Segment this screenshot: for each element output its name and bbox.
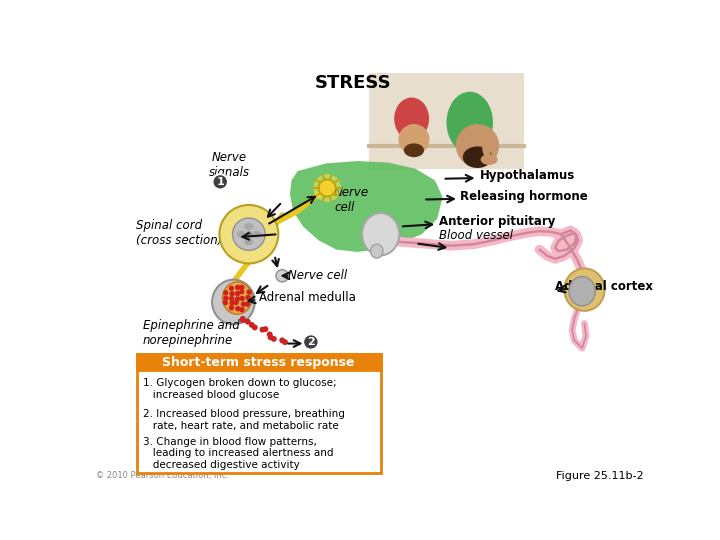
Circle shape xyxy=(229,296,235,301)
FancyBboxPatch shape xyxy=(137,354,381,370)
Text: 2. Increased blood pressure, breathing
   rate, heart rate, and metabolic rate: 2. Increased blood pressure, breathing r… xyxy=(143,409,345,430)
Circle shape xyxy=(229,305,234,310)
Circle shape xyxy=(268,334,274,340)
Text: STRESS: STRESS xyxy=(315,74,392,92)
Text: 1. Glycogen broken down to glucose;
   increased blood glucose: 1. Glycogen broken down to glucose; incr… xyxy=(143,378,336,400)
Text: Spinal cord
(cross section): Spinal cord (cross section) xyxy=(137,219,223,247)
Text: Nerve
cell: Nerve cell xyxy=(334,186,369,213)
Circle shape xyxy=(239,289,244,294)
Text: 1: 1 xyxy=(216,177,224,187)
Text: Adrenal medulla: Adrenal medulla xyxy=(259,291,356,304)
Circle shape xyxy=(252,325,258,330)
Circle shape xyxy=(212,174,228,190)
Circle shape xyxy=(223,290,228,295)
Circle shape xyxy=(233,300,239,305)
Circle shape xyxy=(246,231,252,237)
Circle shape xyxy=(271,336,276,342)
Circle shape xyxy=(263,326,269,332)
Circle shape xyxy=(282,339,288,345)
Circle shape xyxy=(239,307,245,312)
Ellipse shape xyxy=(222,282,252,314)
Ellipse shape xyxy=(404,143,424,157)
Circle shape xyxy=(303,334,319,350)
Text: Nerve cell: Nerve cell xyxy=(287,268,347,281)
Text: Blood vessel: Blood vessel xyxy=(438,230,513,242)
FancyBboxPatch shape xyxy=(369,72,524,168)
Text: Epinephrine and
norepinephrine: Epinephrine and norepinephrine xyxy=(143,319,240,347)
Circle shape xyxy=(235,306,240,312)
Circle shape xyxy=(220,205,279,264)
Circle shape xyxy=(235,296,240,302)
Text: Short-term stress response: Short-term stress response xyxy=(162,355,355,368)
Circle shape xyxy=(235,285,240,290)
Text: © 2010 Pearson Education, Inc.: © 2010 Pearson Education, Inc. xyxy=(96,471,229,481)
Circle shape xyxy=(240,316,246,322)
Circle shape xyxy=(245,319,251,325)
Ellipse shape xyxy=(564,268,605,311)
Circle shape xyxy=(266,332,273,338)
Ellipse shape xyxy=(236,231,246,238)
Ellipse shape xyxy=(482,138,492,157)
Ellipse shape xyxy=(362,213,399,255)
Ellipse shape xyxy=(212,280,255,325)
Circle shape xyxy=(240,318,246,323)
Text: Releasing hormone: Releasing hormone xyxy=(461,190,588,203)
Ellipse shape xyxy=(371,244,383,258)
Circle shape xyxy=(246,289,252,295)
Circle shape xyxy=(249,322,255,328)
Text: 3. Change in blood flow patterns,
   leading to increased alertness and
   decre: 3. Change in blood flow patterns, leadin… xyxy=(143,437,333,470)
Circle shape xyxy=(259,327,266,333)
Circle shape xyxy=(222,300,228,305)
Ellipse shape xyxy=(446,92,493,153)
Text: 2: 2 xyxy=(307,337,315,347)
Circle shape xyxy=(239,285,245,290)
Text: Anterior pituitary: Anterior pituitary xyxy=(438,215,555,228)
Circle shape xyxy=(233,218,265,251)
Circle shape xyxy=(230,291,235,296)
Circle shape xyxy=(279,338,285,343)
Circle shape xyxy=(240,296,245,301)
Ellipse shape xyxy=(244,239,253,245)
Circle shape xyxy=(313,174,341,202)
Text: Hypothalamus: Hypothalamus xyxy=(480,169,575,182)
Ellipse shape xyxy=(244,223,253,230)
Circle shape xyxy=(276,269,289,282)
Ellipse shape xyxy=(394,98,429,140)
Circle shape xyxy=(319,179,336,197)
Circle shape xyxy=(240,301,246,307)
Ellipse shape xyxy=(252,231,261,238)
Circle shape xyxy=(245,301,250,307)
FancyBboxPatch shape xyxy=(137,354,381,473)
Circle shape xyxy=(229,286,234,291)
Circle shape xyxy=(235,291,240,296)
Ellipse shape xyxy=(463,146,492,168)
Circle shape xyxy=(246,295,251,300)
Circle shape xyxy=(223,295,229,301)
Circle shape xyxy=(230,300,235,306)
Polygon shape xyxy=(290,161,443,252)
Circle shape xyxy=(398,124,429,155)
Text: Adrenal cortex: Adrenal cortex xyxy=(555,280,653,293)
Ellipse shape xyxy=(481,154,498,165)
Text: Figure 25.11b-2: Figure 25.11b-2 xyxy=(556,471,644,481)
Circle shape xyxy=(456,124,499,167)
Text: Nerve
signals: Nerve signals xyxy=(209,151,250,179)
Ellipse shape xyxy=(569,276,595,306)
